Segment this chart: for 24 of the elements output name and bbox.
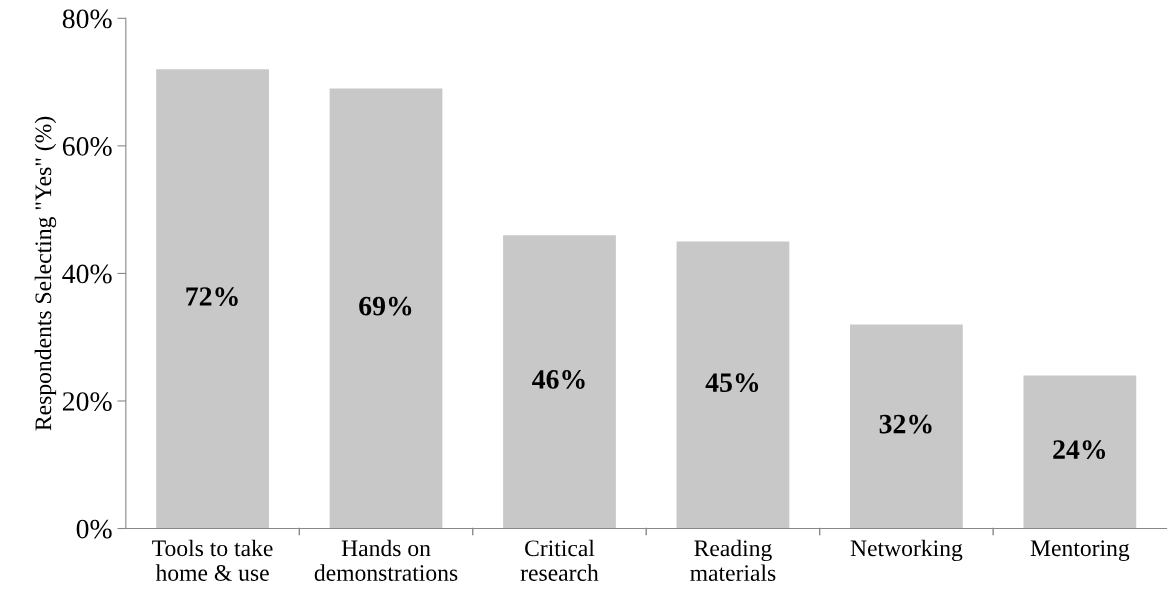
- x-tick-label: Hands on demonstrations: [314, 539, 458, 581]
- x-tick-label: Critical research: [520, 539, 599, 581]
- bar: [156, 69, 269, 529]
- data-label: 32%: [879, 414, 932, 434]
- y-tick-label: 0%: [76, 519, 112, 539]
- bar: [1023, 375, 1137, 529]
- data-label: 46%: [532, 370, 585, 389]
- data-label: 72%: [186, 287, 238, 306]
- x-tick-label: Reading materials: [690, 539, 776, 581]
- y-tick-label: 80%: [62, 9, 112, 29]
- x-tick-label: Networking: [850, 539, 963, 562]
- x-tick-label: Mentoring: [1030, 540, 1130, 562]
- bar: [850, 324, 963, 529]
- y-tick-label: 20%: [62, 392, 112, 411]
- bar: [676, 241, 790, 529]
- x-tick-label: Tools to take home & use: [152, 539, 273, 581]
- y-axis-title: Respondents Selecting "Yes" (%): [34, 116, 57, 431]
- y-tick-label: 60%: [62, 137, 112, 156]
- y-tick-label: 40%: [62, 264, 112, 284]
- data-label: 24%: [1053, 440, 1106, 460]
- bar: [503, 235, 616, 529]
- bar: [329, 88, 443, 529]
- data-label: 45%: [705, 373, 759, 393]
- data-label: 69%: [359, 296, 412, 316]
